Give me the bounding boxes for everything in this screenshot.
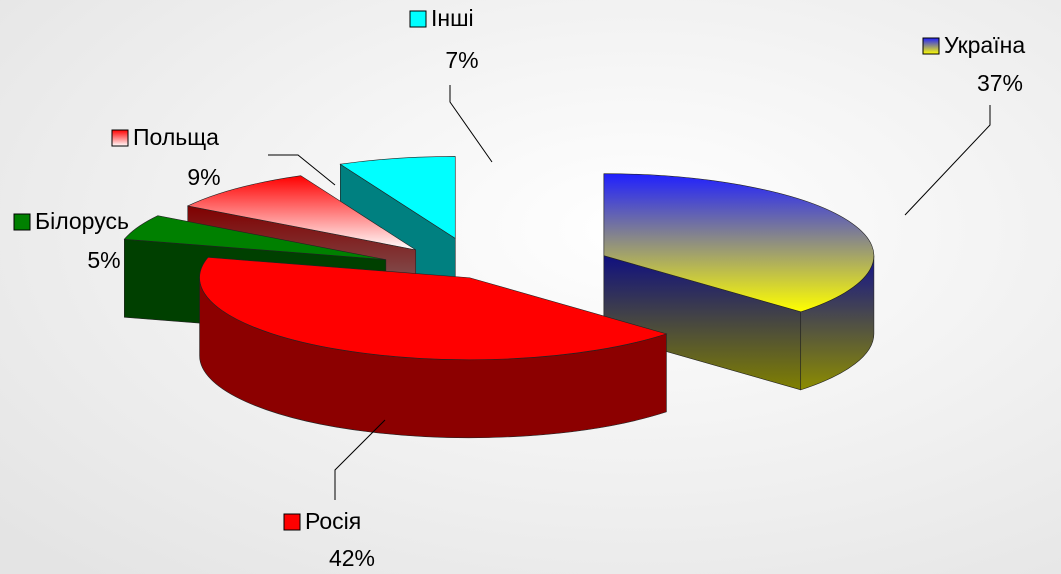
legend-key: [13, 213, 31, 231]
labels: Україна 37% Росія 42% Білорусь 5% Польща 9% Інші…: [13, 5, 1025, 571]
value-label: 5%: [87, 247, 120, 273]
leader-line: [904, 105, 991, 216]
slice: [339, 156, 456, 239]
category-label: Польща: [133, 124, 219, 150]
slice: [123, 215, 386, 260]
leader-line: [449, 85, 493, 163]
value-label: 7%: [445, 47, 478, 73]
value-label: 37%: [977, 70, 1023, 96]
slice: [199, 257, 668, 361]
value-label: 9%: [187, 164, 220, 190]
category-label: Україна: [944, 32, 1025, 58]
slice: [603, 173, 875, 313]
legend-key: [283, 513, 301, 531]
legend-key: [922, 37, 940, 55]
leader-line: [334, 419, 386, 500]
value-label: 42%: [329, 545, 375, 571]
category-label: Білорусь: [35, 208, 129, 234]
legend-key: [409, 10, 427, 28]
slice: [186, 175, 416, 251]
category-label: Інші: [431, 5, 474, 31]
category-label: Росія: [305, 508, 361, 534]
pie: [123, 156, 875, 439]
legend-key: [111, 129, 129, 147]
leader-line: [268, 154, 336, 186]
